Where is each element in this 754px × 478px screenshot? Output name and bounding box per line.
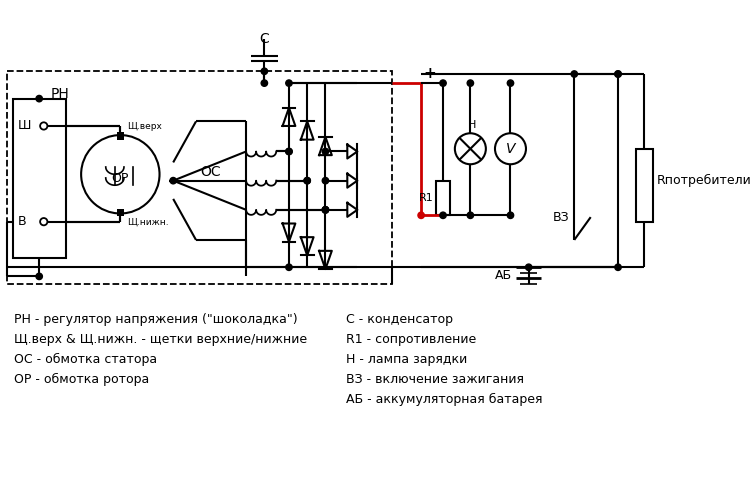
Text: Н - лампа зарядки: Н - лампа зарядки [346,353,467,366]
Bar [436,181,450,215]
Circle shape [322,177,329,184]
Circle shape [286,80,292,87]
Bar [13,98,66,258]
Text: Щ.верх & Щ.нижн. - щетки верхние/нижние: Щ.верх & Щ.нижн. - щетки верхние/нижние [14,333,307,346]
Bar [8,71,392,283]
Circle shape [507,80,513,87]
Circle shape [615,71,621,77]
Text: R1 - сопротивление: R1 - сопротивление [346,333,477,346]
Circle shape [36,96,42,102]
Circle shape [170,177,176,184]
Text: ОР - обмотка ротора: ОР - обмотка ротора [14,373,149,386]
Circle shape [322,148,329,155]
Text: В: В [18,215,27,228]
Circle shape [36,273,42,280]
Text: АБ: АБ [495,269,512,282]
Text: АБ - аккумуляторная батарея: АБ - аккумуляторная батарея [346,393,543,406]
Text: С - конденсатор: С - конденсатор [346,313,453,326]
Circle shape [440,80,446,87]
Circle shape [322,206,329,213]
Text: Ш: Ш [18,120,32,132]
Text: ВЗ: ВЗ [553,211,570,224]
Circle shape [322,206,329,213]
Circle shape [261,68,268,75]
Text: ОС - обмотка статора: ОС - обмотка статора [14,353,157,366]
Circle shape [418,212,425,218]
Text: +: + [424,66,437,81]
Circle shape [440,212,446,218]
Circle shape [261,80,268,87]
Text: ВЗ - включение зажигания: ВЗ - включение зажигания [346,373,524,386]
Circle shape [615,71,621,77]
Text: С: С [259,32,269,46]
Text: ОС: ОС [201,164,221,179]
Bar [117,132,124,140]
Text: ОР: ОР [112,173,129,185]
Text: V: V [506,142,515,156]
Circle shape [526,264,532,271]
Text: Rпотребители: Rпотребители [656,174,751,187]
Circle shape [304,177,311,184]
Text: R1: R1 [419,193,434,203]
Text: Щ.нижн.: Щ.нижн. [127,218,169,227]
Text: Н: Н [468,120,477,130]
Circle shape [507,212,513,218]
Circle shape [286,264,292,271]
Circle shape [322,206,329,213]
Text: Щ.верх: Щ.верх [127,121,163,130]
Circle shape [571,71,578,77]
Bar [117,209,124,216]
Circle shape [467,80,474,87]
Bar [636,149,653,222]
Circle shape [615,264,621,271]
Circle shape [286,148,292,155]
Circle shape [286,148,292,155]
Text: РН: РН [50,87,69,101]
Circle shape [467,212,474,218]
Circle shape [304,177,311,184]
Text: РН - регулятор напряжения ("шоколадка"): РН - регулятор напряжения ("шоколадка") [14,313,297,326]
